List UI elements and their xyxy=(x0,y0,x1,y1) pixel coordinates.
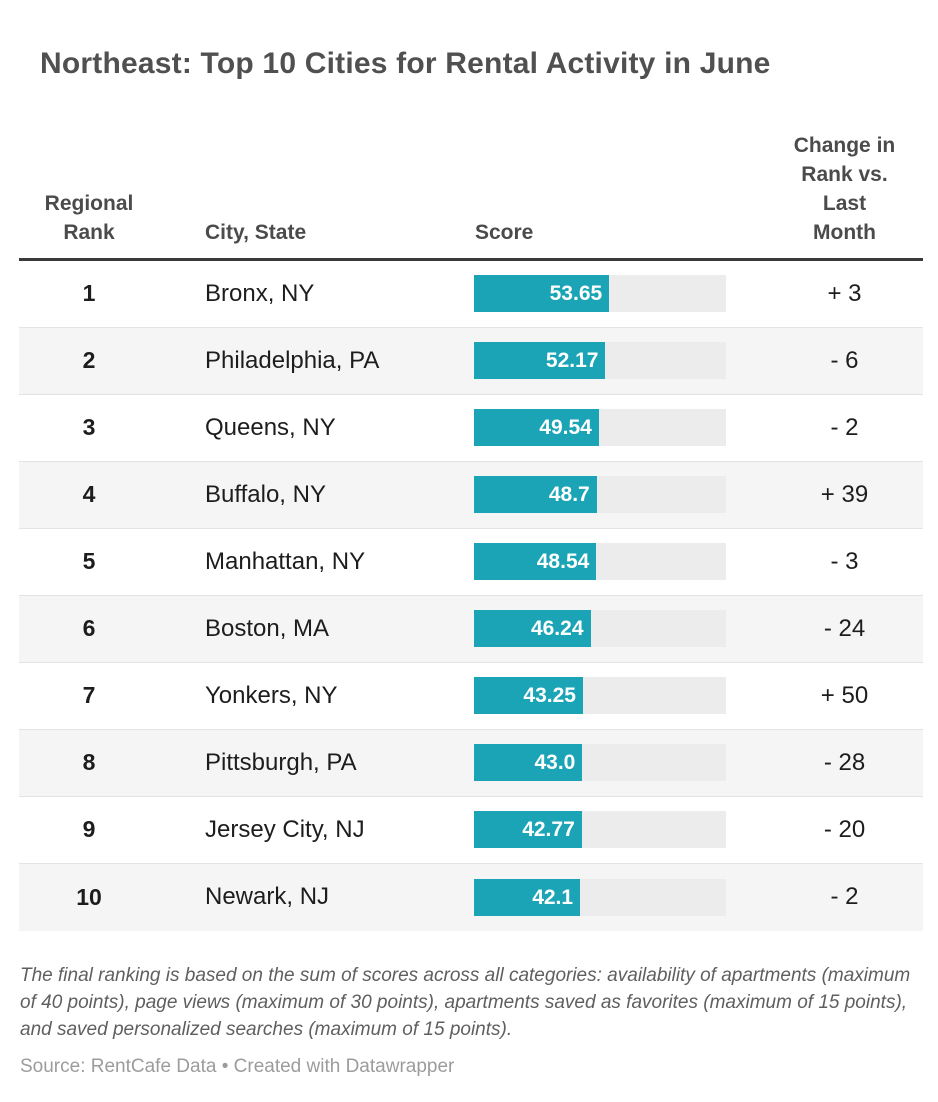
source-line: Source: RentCafe Data • Created with Dat… xyxy=(20,1055,455,1077)
table-row: 2 Philadelphia, PA 52.17 - 6 xyxy=(19,327,923,395)
score-bar-fill: 42.77 xyxy=(474,811,582,849)
column-header-score: Score xyxy=(475,220,534,244)
score-bar-cell: 48.7 xyxy=(474,476,726,514)
score-bar-fill: 42.1 xyxy=(474,878,581,916)
table-row: 5 Manhattan, NY 48.54 - 3 xyxy=(19,529,923,596)
column-header-rank-change-label: Change in Rank vs. Last Month xyxy=(793,134,896,244)
rank-change-value: - 24 xyxy=(823,614,866,642)
score-bar-fill: 43.25 xyxy=(474,677,583,715)
city-value: Queens, NY xyxy=(205,413,336,441)
score-bar-fill: 43.0 xyxy=(474,744,583,782)
rank-change-value: - 2 xyxy=(830,883,859,911)
city-value: Pittsburgh, PA xyxy=(205,748,357,776)
score-bar-fill: 46.24 xyxy=(474,610,591,648)
rank-change-value: - 6 xyxy=(830,346,859,374)
score-bar-cell: 43.25 xyxy=(474,677,726,715)
score-bar-track: 48.7 xyxy=(474,476,726,514)
score-value: 42.77 xyxy=(522,818,575,842)
rank-change-value: + 3 xyxy=(827,279,862,307)
rank-value: 4 xyxy=(82,481,96,508)
rank-value: 3 xyxy=(82,414,96,441)
city-value: Buffalo, NY xyxy=(205,480,326,508)
city-value: Jersey City, NJ xyxy=(205,815,365,843)
score-bar-track: 49.54 xyxy=(474,409,726,447)
score-value: 52.17 xyxy=(545,349,599,373)
score-bar-track: 52.17 xyxy=(474,342,726,380)
rank-value: 8 xyxy=(82,749,96,776)
score-bar-track: 46.24 xyxy=(474,610,726,648)
score-bar-cell: 46.24 xyxy=(474,610,726,648)
table-row: 3 Queens, NY 49.54 - 2 xyxy=(19,395,923,462)
rank-change-value: - 28 xyxy=(823,748,866,776)
rank-value: 6 xyxy=(82,615,96,642)
score-bar-track: 43.0 xyxy=(474,744,726,782)
column-header-city-state: City, State xyxy=(205,220,307,244)
score-bar-cell: 53.65 xyxy=(474,275,726,313)
chart-title: Northeast: Top 10 Cities for Rental Acti… xyxy=(40,47,771,80)
score-bar-cell: 52.17 xyxy=(474,342,726,380)
column-header-rank-change: Change in Rank vs. Last Month xyxy=(726,132,923,248)
rank-change-value: + 50 xyxy=(820,681,869,709)
score-value: 48.7 xyxy=(548,483,590,507)
table-row: 4 Buffalo, NY 48.7 + 39 xyxy=(19,461,923,529)
city-value: Boston, MA xyxy=(205,614,330,642)
rank-value: 7 xyxy=(82,682,96,709)
score-bar-cell: 43.0 xyxy=(474,744,726,782)
rank-value: 1 xyxy=(82,280,96,307)
score-bar-cell: 48.54 xyxy=(474,543,726,581)
score-value: 53.65 xyxy=(549,282,603,306)
rank-value: 2 xyxy=(82,347,96,374)
score-value: 43.0 xyxy=(534,751,576,775)
score-value: 49.54 xyxy=(539,416,592,440)
score-value: 48.54 xyxy=(536,550,590,574)
score-value: 42.1 xyxy=(532,885,574,909)
score-value: 46.24 xyxy=(530,617,584,641)
rank-change-value: - 2 xyxy=(830,413,859,441)
rank-value: 10 xyxy=(76,883,102,910)
city-value: Yonkers, NY xyxy=(205,681,338,709)
column-header-regional-rank-label: Regional Rank xyxy=(44,191,134,244)
score-bar-track: 53.65 xyxy=(474,275,726,313)
score-bar-fill: 52.17 xyxy=(474,342,606,380)
city-value: Philadelphia, PA xyxy=(205,346,380,374)
table-row: 10 Newark, NJ 42.1 - 2 xyxy=(19,863,923,931)
score-bar-track: 48.54 xyxy=(474,543,726,581)
table-row: 7 Yonkers, NY 43.25 + 50 xyxy=(19,663,923,730)
table-body: 1 Bronx, NY 53.65 + 3 2 Philadelphia, PA… xyxy=(19,261,923,931)
column-header-regional-rank: Regional Rank xyxy=(19,190,159,248)
table-row: 1 Bronx, NY 53.65 + 3 xyxy=(19,261,923,328)
rank-change-value: - 3 xyxy=(830,547,859,575)
rank-change-value: + 39 xyxy=(820,480,869,508)
table-row: 9 Jersey City, NJ 42.77 - 20 xyxy=(19,797,923,864)
rank-change-value: - 20 xyxy=(823,815,866,843)
score-bar-fill: 53.65 xyxy=(474,275,610,313)
footnote: The final ranking is based on the sum of… xyxy=(20,964,911,1040)
score-bar-track: 43.25 xyxy=(474,677,726,715)
chart-container: Northeast: Top 10 Cities for Rental Acti… xyxy=(0,44,938,1102)
table-row: 8 Pittsburgh, PA 43.0 - 28 xyxy=(19,729,923,797)
score-bar-fill: 49.54 xyxy=(474,409,599,447)
table-row: 6 Boston, MA 46.24 - 24 xyxy=(19,595,923,663)
score-value: 43.25 xyxy=(523,684,576,708)
table-header-row: Regional Rank City, State Score Change i… xyxy=(19,132,923,261)
city-value: Manhattan, NY xyxy=(205,547,366,575)
rank-value: 5 xyxy=(82,548,96,575)
city-value: Bronx, NY xyxy=(205,279,315,307)
rankings-table: Regional Rank City, State Score Change i… xyxy=(19,132,923,931)
score-bar-cell: 42.1 xyxy=(474,878,726,916)
score-bar-fill: 48.7 xyxy=(474,476,597,514)
score-bar-cell: 49.54 xyxy=(474,409,726,447)
score-bar-track: 42.1 xyxy=(474,878,726,916)
score-bar-track: 42.77 xyxy=(474,811,726,849)
city-value: Newark, NJ xyxy=(205,883,330,911)
score-bar-cell: 42.77 xyxy=(474,811,726,849)
score-bar-fill: 48.54 xyxy=(474,543,597,581)
rank-value: 9 xyxy=(82,816,96,843)
